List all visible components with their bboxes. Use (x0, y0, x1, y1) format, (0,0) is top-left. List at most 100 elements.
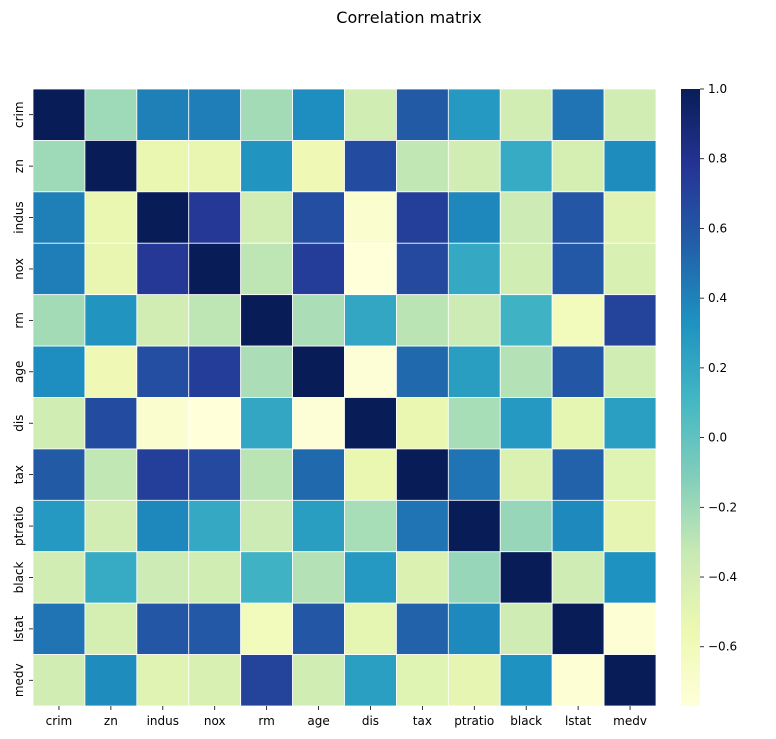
heatmap-cell-indus-lstat (551, 191, 605, 244)
heatmap-cell-rm-nox (188, 294, 242, 347)
heatmap-cell-age-ptratio (447, 345, 501, 398)
y-tick-label-indus: indus (12, 201, 26, 233)
heatmap-cell-lstat-age (292, 602, 345, 655)
heatmap-cell-rm-lstat (551, 294, 605, 347)
heatmap-cell-nox-medv (603, 242, 657, 296)
heatmap-cell-age-black (499, 345, 553, 398)
y-tick-label-medv: medv (12, 663, 26, 697)
heatmap-cell-zn-zn (84, 140, 138, 193)
heatmap-cell-tax-indus (136, 448, 190, 501)
heatmap-cell-medv-crim (32, 654, 86, 707)
heatmap-cell-ptratio-crim (32, 499, 86, 553)
heatmap-cell-lstat-nox (188, 602, 242, 655)
heatmap-cell-zn-age (292, 140, 345, 193)
heatmap-cell-age-tax (396, 345, 449, 398)
heatmap-cell-dis-nox (188, 397, 242, 450)
heatmap-cell-dis-lstat (551, 397, 605, 450)
heatmap-cell-dis-indus (136, 397, 190, 450)
heatmap-cell-lstat-black (499, 602, 553, 655)
heatmap-cell-nox-ptratio (447, 242, 501, 296)
y-tick-label-crim: crim (12, 101, 26, 128)
y-tick-label-tax: tax (12, 465, 26, 484)
heatmap-cell-dis-crim (32, 397, 86, 450)
heatmap-cell-indus-tax (396, 191, 449, 244)
colorbar-tick-label: 0.0 (708, 431, 727, 445)
heatmap-cell-black-lstat (551, 551, 605, 604)
heatmap-cell-crim-zn (84, 88, 138, 141)
heatmap-cell-nox-black (499, 242, 553, 296)
heatmap-cell-nox-dis (344, 242, 397, 296)
x-tick-label-medv: medv (613, 714, 647, 728)
heatmap-cell-dis-zn (84, 397, 138, 450)
colorbar-tick-label: −0.4 (708, 570, 737, 584)
colorbar: 1.0 0.8 0.6 0.4 0.2 0.0 −0.2 −0.4 −0.6 (681, 82, 737, 706)
heatmap-cell-medv-indus (136, 654, 190, 707)
y-tick-label-rm: rm (12, 312, 26, 328)
heatmap-cell-tax-lstat (551, 448, 605, 501)
heatmap-cell-indus-dis (344, 191, 397, 244)
y-tick-label-black: black (12, 561, 26, 593)
heatmap-cell-age-lstat (551, 345, 605, 398)
heatmap-cell-rm-dis (344, 294, 397, 347)
heatmap-cell-ptratio-age (292, 499, 345, 553)
heatmap-cell-crim-medv (603, 88, 657, 141)
heatmap-cell-ptratio-tax (396, 499, 449, 553)
y-tick-label-lstat: lstat (12, 615, 26, 642)
x-tick-label-rm: rm (258, 714, 274, 728)
heatmap-cell-lstat-ptratio (447, 602, 501, 655)
heatmap-cell-age-zn (84, 345, 138, 398)
heatmap-cell-black-rm (240, 551, 293, 604)
heatmap-cell-indus-indus (136, 191, 190, 244)
heatmap-cell-medv-tax (396, 654, 449, 707)
heatmap-cell-age-age (292, 345, 345, 398)
heatmap-cell-lstat-lstat (551, 602, 605, 655)
heatmap-cell-rm-black (499, 294, 553, 347)
heatmap-cell-ptratio-indus (136, 499, 190, 553)
heatmap-cell-zn-tax (396, 140, 449, 193)
heatmap-cell-tax-nox (188, 448, 242, 501)
x-tick-label-crim: crim (46, 714, 73, 728)
heatmap-cell-crim-crim (32, 88, 86, 141)
heatmap-cell-lstat-medv (603, 602, 657, 655)
heatmap-cell-black-crim (32, 551, 86, 604)
heatmap-cell-medv-lstat (551, 654, 605, 707)
x-tick-label-zn: zn (104, 714, 118, 728)
heatmap-cell-age-dis (344, 345, 397, 398)
heatmap-cell-nox-lstat (551, 242, 605, 296)
heatmap-cell-tax-tax (396, 448, 449, 501)
heatmap-cell-lstat-tax (396, 602, 449, 655)
colorbar-gradient (681, 89, 700, 706)
heatmap-cell-medv-ptratio (447, 654, 501, 707)
heatmap-cell-crim-nox (188, 88, 242, 141)
x-tick-labels: crim zn indus nox rm age dis tax ptratio black lst… (46, 706, 647, 728)
heatmap-cell-ptratio-black (499, 499, 553, 553)
x-tick-label-nox: nox (204, 714, 226, 728)
heatmap-cell-medv-age (292, 654, 345, 707)
heatmap-cell-black-indus (136, 551, 190, 604)
heatmap-cell-medv-zn (84, 654, 138, 707)
heatmap-cell-tax-black (499, 448, 553, 501)
heatmap-cell-black-nox (188, 551, 242, 604)
heatmap-cell-rm-medv (603, 294, 657, 347)
heatmap-cell-ptratio-rm (240, 499, 293, 553)
heatmap-cell-dis-tax (396, 397, 449, 450)
heatmap-cell-medv-medv (603, 654, 657, 707)
heatmap-cell-lstat-crim (32, 602, 86, 655)
x-tick-label-tax: tax (413, 714, 432, 728)
colorbar-tick-label: 0.6 (708, 221, 727, 235)
x-tick-label-indus: indus (147, 714, 179, 728)
colorbar-tick-label: −0.2 (708, 500, 737, 514)
heatmap-cell-ptratio-zn (84, 499, 138, 553)
heatmap-cell-ptratio-medv (603, 499, 657, 553)
heatmap-cell-dis-black (499, 397, 553, 450)
heatmap-cell-tax-medv (603, 448, 657, 501)
heatmap-cell-indus-crim (32, 191, 86, 244)
heatmap-cell-age-indus (136, 345, 190, 398)
heatmap-cell-nox-crim (32, 242, 86, 296)
heatmap-cell-zn-indus (136, 140, 190, 193)
heatmap-cell-crim-dis (344, 88, 397, 141)
heatmap-cell-medv-dis (344, 654, 397, 707)
heatmap-cell-zn-ptratio (447, 140, 501, 193)
heatmap-cell-nox-nox (188, 242, 242, 296)
